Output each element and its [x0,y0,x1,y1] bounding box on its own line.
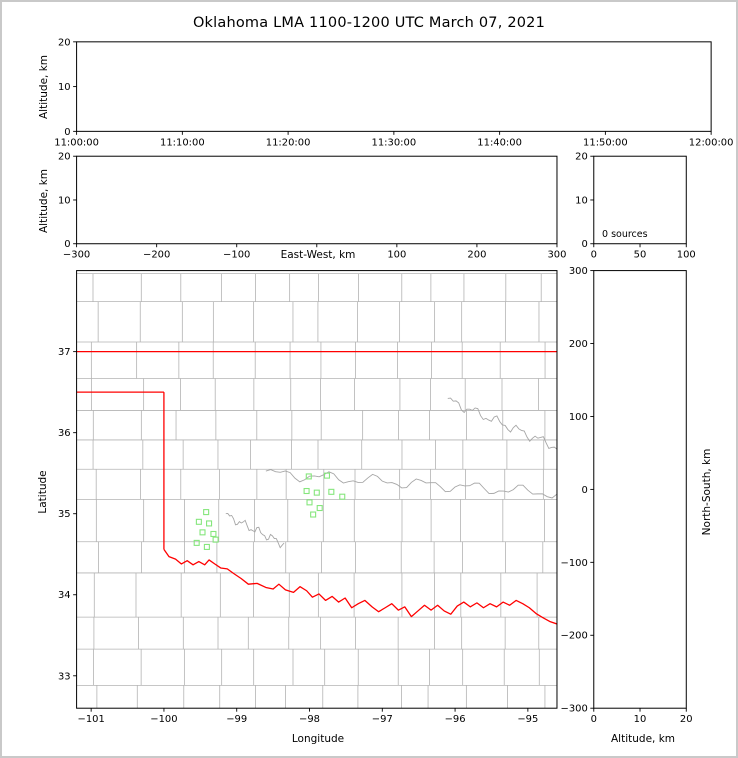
station-marker [210,530,217,538]
svg-text:100: 100 [677,250,696,261]
svg-text:−96: −96 [445,714,466,725]
ew-panel-frame [76,155,558,245]
station-marker [195,518,202,525]
station-marker [339,493,346,500]
station-marker [310,511,317,518]
svg-text:100: 100 [387,250,406,261]
svg-text:−100: −100 [561,558,588,569]
ns-panel-frame [593,270,687,709]
station-marker [193,539,200,546]
svg-text:50: 50 [634,250,647,261]
svg-text:10: 10 [575,195,588,206]
station-marker [328,488,335,495]
station-marker [323,472,331,479]
source-count-annotation: 0 sources [602,229,648,240]
svg-text:10: 10 [634,714,647,725]
svg-text:−300: −300 [561,704,588,715]
station-marker [203,509,210,516]
station-marker [212,536,219,543]
station-marker [303,487,310,495]
svg-text:−97: −97 [372,714,393,725]
svg-text:36: 36 [58,428,71,439]
svg-text:10: 10 [58,195,71,206]
svg-text:35: 35 [58,509,71,520]
svg-text:100: 100 [569,412,588,423]
ns-panel-xlabel: Altitude, km [610,733,676,745]
svg-text:−100: −100 [223,250,250,261]
ew-panel-xlabel: East-West, km [280,249,356,261]
figure-title: Oklahoma LMA 1100-1200 UTC March 07, 202… [192,15,546,31]
svg-text:0: 0 [591,250,597,261]
svg-text:−100: −100 [150,714,177,725]
svg-text:20: 20 [575,152,588,163]
map-panel-frame [76,270,558,709]
svg-text:11:40:00: 11:40:00 [477,137,522,148]
svg-text:0: 0 [591,714,597,725]
ew-panel-ylabel: Altitude, km [38,168,50,234]
svg-text:200: 200 [569,339,588,350]
svg-text:−95: −95 [517,714,538,725]
ns-panel-ylabel: North-South, km [701,448,713,536]
svg-text:11:30:00: 11:30:00 [372,137,417,148]
map-panel-xlabel: Longitude [291,733,345,745]
time-panel-ylabel: Altitude, km [38,54,50,120]
station-marker [199,529,206,536]
svg-text:34: 34 [58,590,71,601]
time-panel-frame [76,41,712,132]
svg-text:20: 20 [680,714,693,725]
svg-text:−99: −99 [226,714,247,725]
svg-text:0: 0 [581,485,587,496]
svg-text:0: 0 [64,127,70,138]
svg-text:10: 10 [58,82,71,93]
svg-text:−200: −200 [143,250,170,261]
svg-text:300: 300 [569,266,588,277]
state-border-lines [76,351,557,625]
svg-text:11:10:00: 11:10:00 [160,137,205,148]
station-marker [305,473,312,480]
station-marker [313,489,320,496]
svg-text:11:20:00: 11:20:00 [266,137,311,148]
svg-text:20: 20 [58,37,71,48]
svg-text:300: 300 [547,250,566,261]
svg-text:11:00:00: 11:00:00 [54,137,99,148]
map-county-lines [76,273,557,709]
svg-text:−200: −200 [561,631,588,642]
svg-text:37: 37 [58,347,71,358]
svg-text:33: 33 [58,671,71,682]
station-marker [206,520,213,527]
map-panel-ylabel: Latitude [37,470,49,514]
svg-text:−101: −101 [78,714,105,725]
lma-station-markers [193,472,346,550]
map-rivers [225,397,557,549]
svg-text:−300: −300 [63,250,90,261]
svg-text:11:50:00: 11:50:00 [583,137,628,148]
station-marker [306,499,313,506]
svg-text:0: 0 [581,239,587,250]
svg-text:0: 0 [64,239,70,250]
station-marker [316,505,323,512]
svg-text:−98: −98 [299,714,320,725]
station-marker [203,543,210,550]
svg-text:200: 200 [467,250,486,261]
svg-text:12:00:00: 12:00:00 [689,137,734,148]
svg-text:20: 20 [58,152,71,163]
